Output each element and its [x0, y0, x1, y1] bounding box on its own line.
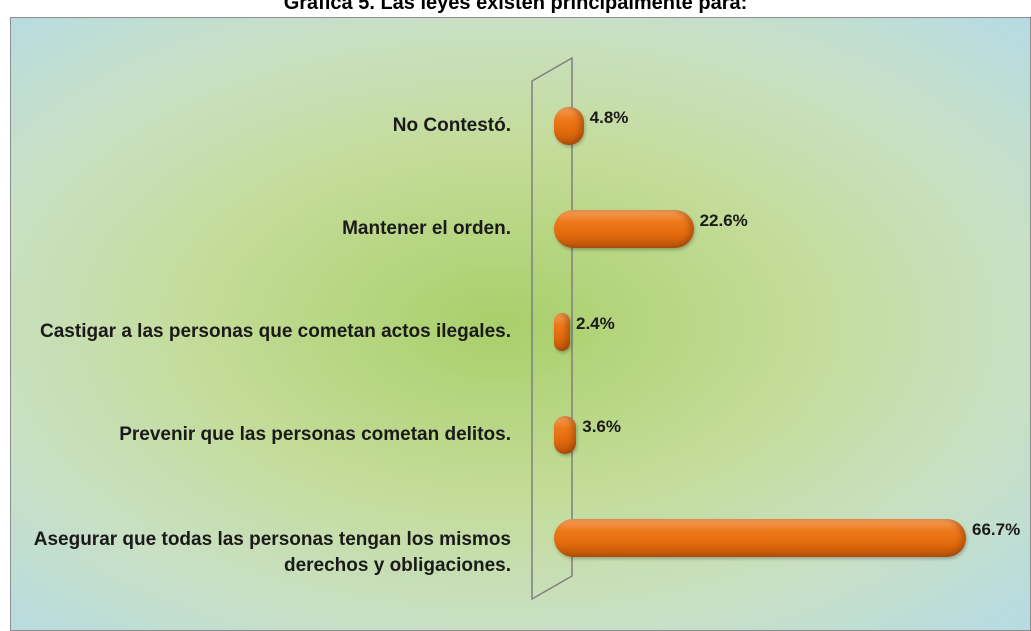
wall — [531, 56, 573, 601]
bar — [554, 416, 577, 454]
y-tick-label: Castigar a las personas que cometan acto… — [40, 321, 511, 342]
y-tick-label: Mantener el orden. — [342, 218, 511, 239]
y-tick-label: Prevenir que las personas cometan delito… — [119, 424, 511, 445]
value-label: 22.6% — [699, 211, 748, 230]
value-label: 3.6% — [582, 417, 621, 436]
plot-area: No Contestó. 4.8% Mantener el orden. 22.6% C… — [10, 17, 1031, 631]
bar — [554, 210, 694, 248]
value-label: 2.4% — [576, 314, 615, 333]
bar — [554, 313, 570, 351]
chart-title: Gráfica 5. Las leyes existen principalme… — [283, 0, 748, 14]
y-tick-label: No Contestó. — [392, 115, 511, 136]
value-label: 66.7% — [972, 520, 1021, 539]
y-tick-label: Asegurar que todas las personas tengan l… — [33, 529, 511, 576]
bar — [554, 107, 584, 145]
axis-wall — [531, 56, 573, 601]
bar — [554, 519, 966, 557]
value-label: 4.8% — [589, 108, 629, 127]
